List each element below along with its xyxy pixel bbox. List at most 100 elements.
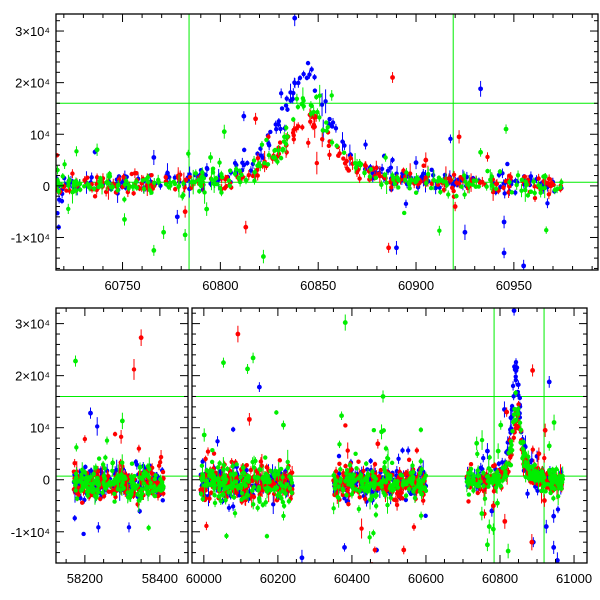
- data-point-green: [74, 149, 79, 154]
- data-point-red: [354, 170, 360, 175]
- data-point-green: [282, 134, 287, 139]
- data-point-red: [482, 479, 487, 484]
- data-point-green: [123, 476, 128, 481]
- data-point-green: [367, 174, 373, 179]
- data-point-green: [110, 460, 116, 465]
- data-point-blue: [172, 175, 178, 180]
- data-point-blue: [394, 245, 399, 251]
- data-point-red: [246, 172, 251, 178]
- x-tick-label: 60850: [300, 278, 336, 293]
- data-point-blue: [388, 165, 394, 170]
- data-point-red: [161, 491, 166, 496]
- data-point-green: [559, 180, 564, 185]
- data-point-green: [141, 186, 147, 192]
- data-point-green: [85, 493, 90, 498]
- data-point-red: [118, 434, 124, 440]
- data-point-red: [348, 155, 353, 161]
- data-point-green: [134, 185, 140, 190]
- data-point-blue: [304, 75, 310, 81]
- data-point-red: [204, 523, 209, 529]
- data-point-blue: [232, 160, 238, 166]
- data-point-red: [158, 454, 164, 460]
- data-point-green: [130, 480, 136, 486]
- data-point-green: [168, 183, 173, 188]
- data-point-green: [212, 181, 217, 187]
- data-point-red: [244, 462, 249, 468]
- data-point-green: [525, 193, 531, 198]
- x-tick-label: 60950: [496, 278, 532, 293]
- data-point-green: [368, 167, 374, 172]
- data-point-blue: [405, 448, 411, 453]
- data-point-blue: [478, 86, 483, 92]
- data-point-red: [257, 492, 262, 497]
- data-point-red: [284, 150, 289, 155]
- data-point-red: [542, 498, 547, 503]
- data-point-green: [252, 169, 257, 175]
- data-point-red: [277, 140, 283, 145]
- data-point-red: [183, 177, 189, 183]
- data-point-green: [227, 168, 233, 173]
- data-point-green: [112, 499, 117, 504]
- data-point-green: [425, 171, 431, 177]
- data-point-red: [421, 163, 426, 168]
- data-point-green: [478, 149, 483, 155]
- data-point-green: [138, 464, 143, 470]
- data-point-green: [62, 162, 67, 167]
- data-point-red: [376, 171, 382, 177]
- data-point-green: [135, 483, 140, 488]
- data-point-blue: [546, 379, 552, 385]
- series-green: [56, 84, 564, 264]
- data-point-blue: [95, 424, 100, 429]
- data-point-green: [70, 189, 75, 195]
- data-point-green: [202, 190, 207, 195]
- data-point-red: [429, 181, 434, 187]
- data-point-red: [420, 498, 426, 503]
- data-point-red: [507, 184, 512, 189]
- data-point-blue: [555, 507, 561, 512]
- data-point-green: [523, 179, 528, 185]
- data-point-blue: [89, 175, 94, 180]
- data-point-green: [402, 210, 407, 216]
- data-point-red: [378, 467, 384, 473]
- data-point-red: [138, 335, 144, 341]
- series-green: [72, 314, 566, 559]
- data-point-red: [282, 478, 288, 483]
- data-point-red: [224, 183, 229, 189]
- data-point-green: [200, 170, 205, 175]
- data-point-green: [115, 487, 121, 492]
- data-point-blue: [543, 524, 549, 529]
- data-point-red: [451, 172, 457, 177]
- data-point-green: [73, 488, 78, 493]
- data-point-red: [446, 176, 452, 181]
- data-point-green: [262, 160, 267, 166]
- data-point-red: [542, 427, 548, 433]
- data-point-blue: [299, 555, 305, 561]
- data-point-green: [519, 188, 524, 193]
- data-point-red: [363, 163, 368, 168]
- data-point-red: [532, 184, 537, 189]
- data-point-green: [94, 495, 99, 500]
- data-point-green: [294, 96, 300, 102]
- data-point-green: [353, 165, 359, 170]
- data-point-green: [329, 140, 335, 145]
- data-point-green: [352, 161, 358, 166]
- data-point-red: [336, 153, 341, 158]
- data-point-green: [519, 177, 525, 183]
- data-point-red: [492, 463, 497, 468]
- data-point-green: [428, 185, 434, 191]
- data-point-green: [265, 162, 271, 167]
- data-point-red: [121, 174, 126, 180]
- data-point-green: [102, 475, 107, 481]
- data-point-green: [120, 480, 125, 485]
- data-point-red: [345, 448, 350, 453]
- data-point-green: [291, 117, 296, 122]
- x-tick-label: 60750: [104, 278, 140, 293]
- data-point-green: [314, 94, 319, 100]
- data-point-red: [149, 172, 154, 178]
- data-point-red: [277, 458, 283, 463]
- data-point-green: [311, 109, 316, 115]
- data-point-green: [324, 128, 329, 133]
- data-point-green: [268, 468, 273, 474]
- data-point-red: [372, 462, 378, 467]
- data-point-blue: [442, 172, 448, 178]
